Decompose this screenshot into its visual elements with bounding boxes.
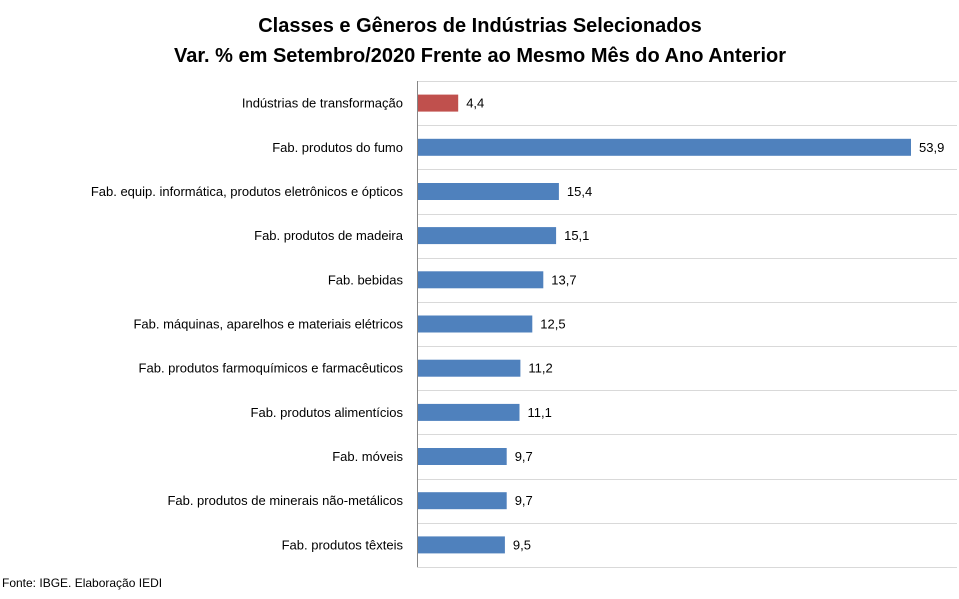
data-label: 15,4 [567,184,592,199]
data-label: 11,1 [528,405,552,420]
bar [418,403,520,421]
data-label: 53,9 [919,140,944,155]
chart-title: Classes e Gêneros de Indústrias Selecion… [258,15,702,37]
gridlines [417,81,957,568]
bar [418,227,557,245]
bar [418,492,507,510]
category-label: Fab. produtos do fumo [272,140,403,155]
category-labels: Indústrias de transformação Fab. produtos… [91,96,404,553]
source-note: Fonte: IBGE. Elaboração IEDI [2,576,162,590]
category-label: Fab. produtos têxteis [282,537,404,552]
bar [418,94,459,112]
bar [418,315,533,333]
category-label: Fab. produtos alimentícios [251,405,404,420]
data-label: 4,4 [466,96,484,111]
bar [418,448,507,465]
data-label: 11,2 [528,361,552,376]
bar [418,183,559,200]
data-label: 15,1 [564,228,589,243]
category-label: Fab. bebidas [328,272,404,287]
category-label: Fab. produtos de minerais não-metálicos [167,493,403,508]
category-label: Fab. móveis [332,449,403,464]
data-label: 9,7 [515,493,533,508]
bar [418,359,521,377]
bars [418,94,911,554]
category-label: Indústrias de transformação [242,96,403,111]
bar [418,536,505,554]
bar [418,138,911,156]
data-label: 13,7 [551,272,576,287]
value-labels: 4,4 53,9 15,4 15,1 13,7 12,5 11,2 11,1 9,7 9,7 9,5 [466,96,944,553]
category-label: Fab. produtos de madeira [254,228,404,243]
bar [418,271,544,289]
data-label: 12,5 [540,317,565,332]
chart-subtitle: Var. % em Setembro/2020 Frente ao Mesmo … [174,45,786,67]
category-label: Fab. equip. informática, produtos eletrô… [91,184,404,199]
data-label: 9,5 [513,537,531,552]
category-label: Fab. máquinas, aparelhos e materiais elé… [133,317,403,332]
data-label: 9,7 [515,449,533,464]
category-label: Fab. produtos farmoquímicos e farmacêuti… [139,361,404,376]
